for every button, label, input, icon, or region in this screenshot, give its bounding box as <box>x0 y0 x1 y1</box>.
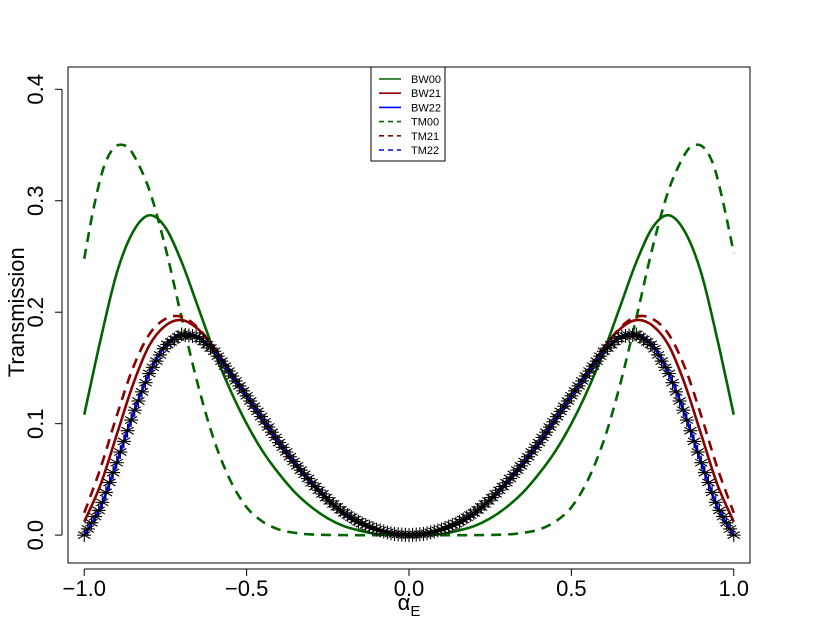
asterisk-marker <box>120 423 135 438</box>
x-axis: −1.0 −0.5 0.0 0.5 1.0 <box>63 568 749 601</box>
asterisk-marker <box>106 465 121 480</box>
asterisk-marker <box>705 485 720 500</box>
legend: BW00 BW21 BW22 TM00 TM21 TM22 <box>370 66 446 162</box>
y-tick-label: 0.2 <box>23 297 48 328</box>
x-tick-label: 0.5 <box>556 576 587 601</box>
asterisk-marker <box>102 475 117 490</box>
series-line-tm21 <box>83 314 735 537</box>
asterisk-marker <box>676 403 691 418</box>
asterisk-marker <box>116 434 131 449</box>
asterisk-marker <box>687 434 702 449</box>
x-axis-title-main: α <box>398 590 411 615</box>
y-tick-label: 0.0 <box>23 520 48 551</box>
asterisk-marker <box>113 445 128 460</box>
asterisk-marker <box>109 455 124 470</box>
x-axis-title-subscript: E <box>410 603 420 620</box>
y-axis: 0.0 0.1 0.2 0.3 0.4 <box>23 74 63 551</box>
x-tick-label: −0.5 <box>225 576 268 601</box>
x-tick-label: 1.0 <box>718 576 749 601</box>
legend-label-bw00: BW00 <box>411 74 441 86</box>
legend-box <box>370 66 446 162</box>
y-tick-label: 0.3 <box>23 185 48 216</box>
asterisk-marker <box>199 337 214 352</box>
y-tick-label: 0.1 <box>23 408 48 439</box>
asterisk-marker <box>131 394 146 409</box>
asterisk-marker <box>679 413 694 428</box>
asterisk-marker <box>98 485 113 500</box>
y-axis-title: Transmission <box>4 247 29 377</box>
legend-label-tm21: TM21 <box>411 131 439 143</box>
asterisk-marker <box>95 495 110 510</box>
asterisk-marker <box>701 475 716 490</box>
asterisk-marker <box>124 413 139 428</box>
legend-label-tm22: TM22 <box>411 145 439 157</box>
asterisk-marker <box>88 509 103 524</box>
x-tick-label: 0.0 <box>394 576 425 601</box>
asterisk-marker <box>683 423 698 438</box>
marker-layer <box>77 327 741 543</box>
asterisk-marker <box>697 465 712 480</box>
asterisk-marker <box>690 445 705 460</box>
x-axis-title: αE <box>398 590 421 620</box>
asterisk-marker <box>726 528 741 543</box>
y-tick-label: 0.4 <box>23 74 48 105</box>
legend-label-tm00: TM00 <box>411 117 439 129</box>
legend-label-bw21: BW21 <box>411 88 441 100</box>
legend-label-bw22: BW22 <box>411 102 441 114</box>
asterisk-marker <box>694 455 709 470</box>
x-tick-label: −1.0 <box>63 576 106 601</box>
asterisk-marker <box>77 528 92 543</box>
